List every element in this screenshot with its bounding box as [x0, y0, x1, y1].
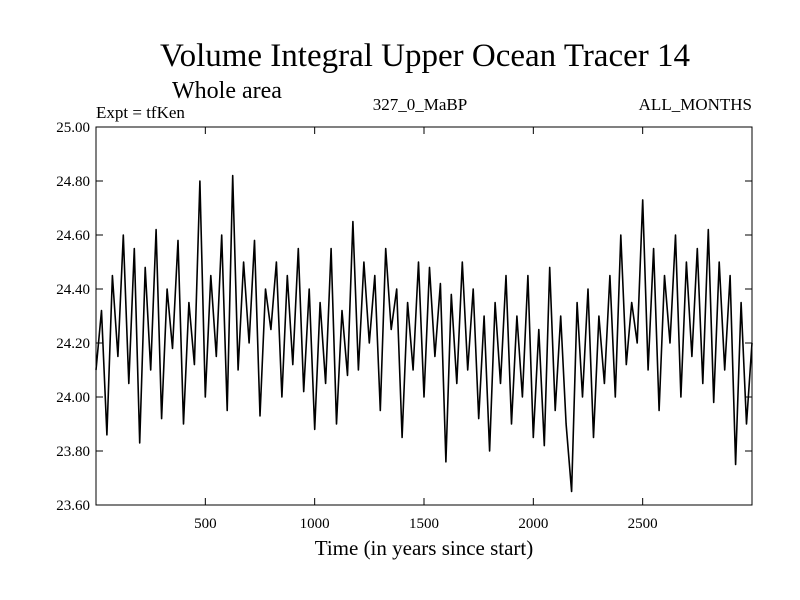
- y-tick-label: 24.40: [56, 282, 90, 298]
- series-line: [95, 174, 753, 493]
- y-tick-label: 24.00: [56, 390, 90, 406]
- x-axis-label: Time (in years since start): [315, 536, 534, 560]
- x-axis: 500 1000 1500 2000 2500: [194, 127, 658, 532]
- y-tick-label: 24.80: [56, 174, 90, 190]
- y-axis: 23.60 23.80 24.00 24.20 24.40 24.60 24.80 25.00: [56, 120, 752, 514]
- x-tick-label: 1500: [409, 516, 439, 532]
- y-tick-label: 25.00: [56, 120, 90, 136]
- x-tick-label: 2000: [518, 516, 548, 532]
- x-tick-label: 500: [194, 516, 217, 532]
- plot-frame: [95, 126, 753, 506]
- x-tick-label: 1000: [300, 516, 330, 532]
- plot-area: [95, 174, 753, 493]
- chart-subtitle: Whole area: [172, 78, 282, 104]
- x-tick-label: 2500: [628, 516, 658, 532]
- expt-label: Expt = tfKen: [96, 103, 185, 122]
- y-tick-label: 24.20: [56, 336, 90, 352]
- chart-title: Volume Integral Upper Ocean Tracer 14: [160, 38, 690, 74]
- months-label: ALL_MONTHS: [639, 95, 752, 114]
- y-tick-label: 23.60: [56, 498, 90, 514]
- y-tick-label: 23.80: [56, 444, 90, 460]
- y-tick-label: 24.60: [56, 228, 90, 244]
- experiment-id-label: 327_0_MaBP: [373, 95, 467, 114]
